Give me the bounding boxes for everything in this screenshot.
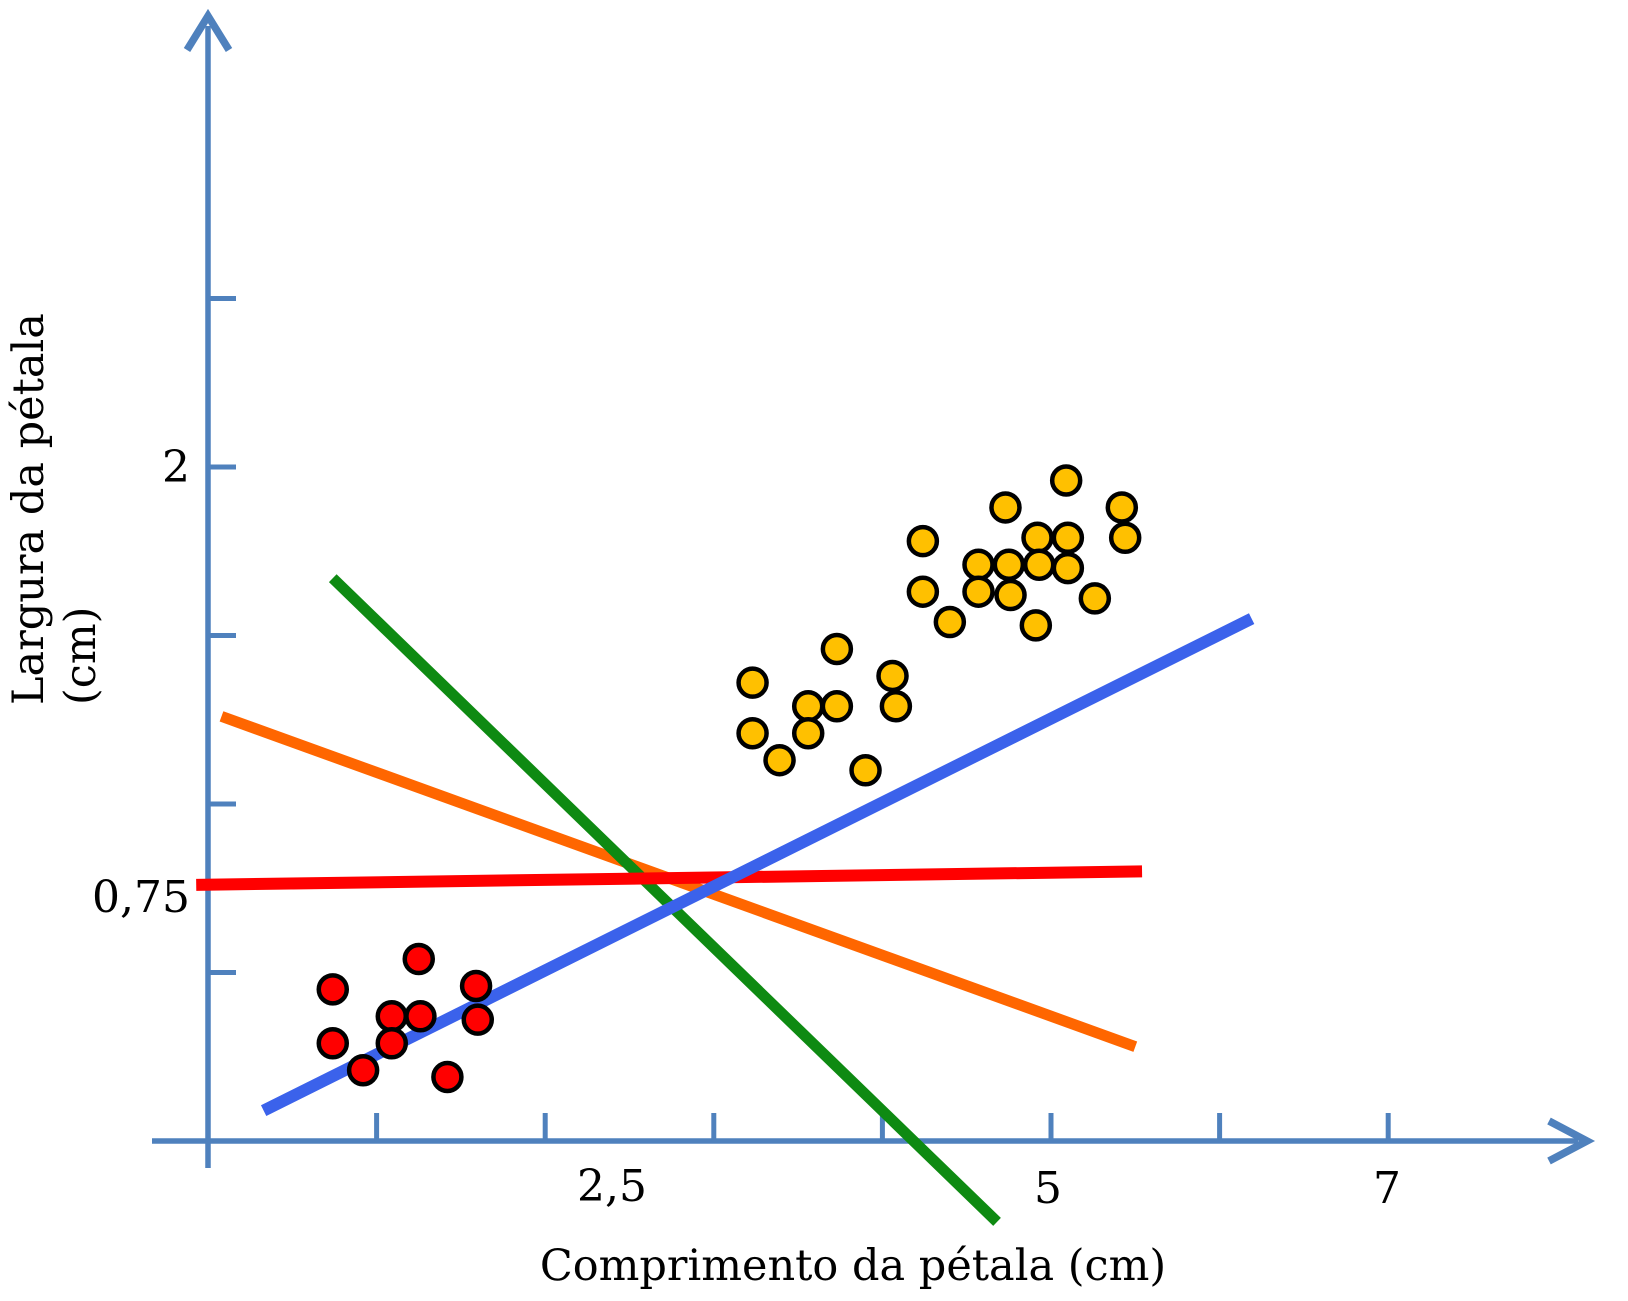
data-point-yellow [906, 575, 940, 608]
data-point-yellow [879, 690, 913, 723]
y-tick-label-0-75: 0,75 [92, 872, 190, 923]
data-point-yellow [736, 716, 769, 750]
data-point-yellow [933, 605, 967, 639]
y-tick-label-2: 2 [162, 442, 190, 493]
data-point-red [459, 969, 493, 1003]
data-point-yellow [820, 632, 854, 666]
x-tick-label-7: 7 [1373, 1163, 1401, 1214]
data-point-yellow [1051, 521, 1085, 555]
data-point-yellow [820, 690, 854, 723]
data-point-red [316, 1027, 350, 1060]
data-point-red [461, 1003, 495, 1036]
data-point-red [402, 942, 435, 976]
data-point-yellow [791, 716, 825, 750]
data-point-red [375, 1027, 409, 1060]
y-axis-title-line2: (cm) [56, 606, 106, 705]
y-axis-title-line1: Largura da pétala [4, 313, 54, 705]
data-point-yellow [962, 575, 995, 608]
data-point-yellow [1049, 464, 1083, 497]
data-point-yellow [992, 548, 1026, 581]
data-point-yellow [763, 743, 796, 777]
y-axis-title: Largura da pétala (cm) [3, 313, 113, 705]
y-axis-arrowhead-icon [183, 8, 233, 52]
data-point-yellow [906, 524, 940, 558]
data-point-yellow [962, 548, 995, 581]
data-point-red [346, 1053, 380, 1087]
data-point-red [375, 1000, 409, 1033]
x-tick-label-5: 5 [1034, 1163, 1062, 1214]
x-tick-label-2-5: 2,5 [577, 1161, 647, 1212]
data-point-red [404, 1000, 437, 1033]
data-point-yellow [736, 666, 769, 699]
decision-green-line [328, 574, 1001, 1226]
data-point-yellow [1105, 491, 1139, 524]
data-point-red [431, 1060, 464, 1094]
data-point-yellow [989, 491, 1022, 524]
x-axis-arrowhead-icon [1547, 1117, 1596, 1165]
x-axis-title: Comprimento da pétala (cm) [539, 1241, 1167, 1291]
data-point-yellow [1021, 521, 1054, 555]
data-point-yellow [876, 659, 909, 693]
data-point-yellow [994, 578, 1027, 612]
data-point-yellow [849, 754, 882, 787]
data-point-yellow [1022, 548, 1056, 581]
decision-red-line [196, 865, 1143, 891]
data-point-yellow [1108, 521, 1142, 555]
data-point-yellow [791, 690, 825, 723]
data-point-red [316, 973, 350, 1006]
data-point-yellow [1019, 609, 1053, 642]
data-point-yellow [1078, 582, 1112, 615]
data-point-yellow [1051, 551, 1085, 585]
